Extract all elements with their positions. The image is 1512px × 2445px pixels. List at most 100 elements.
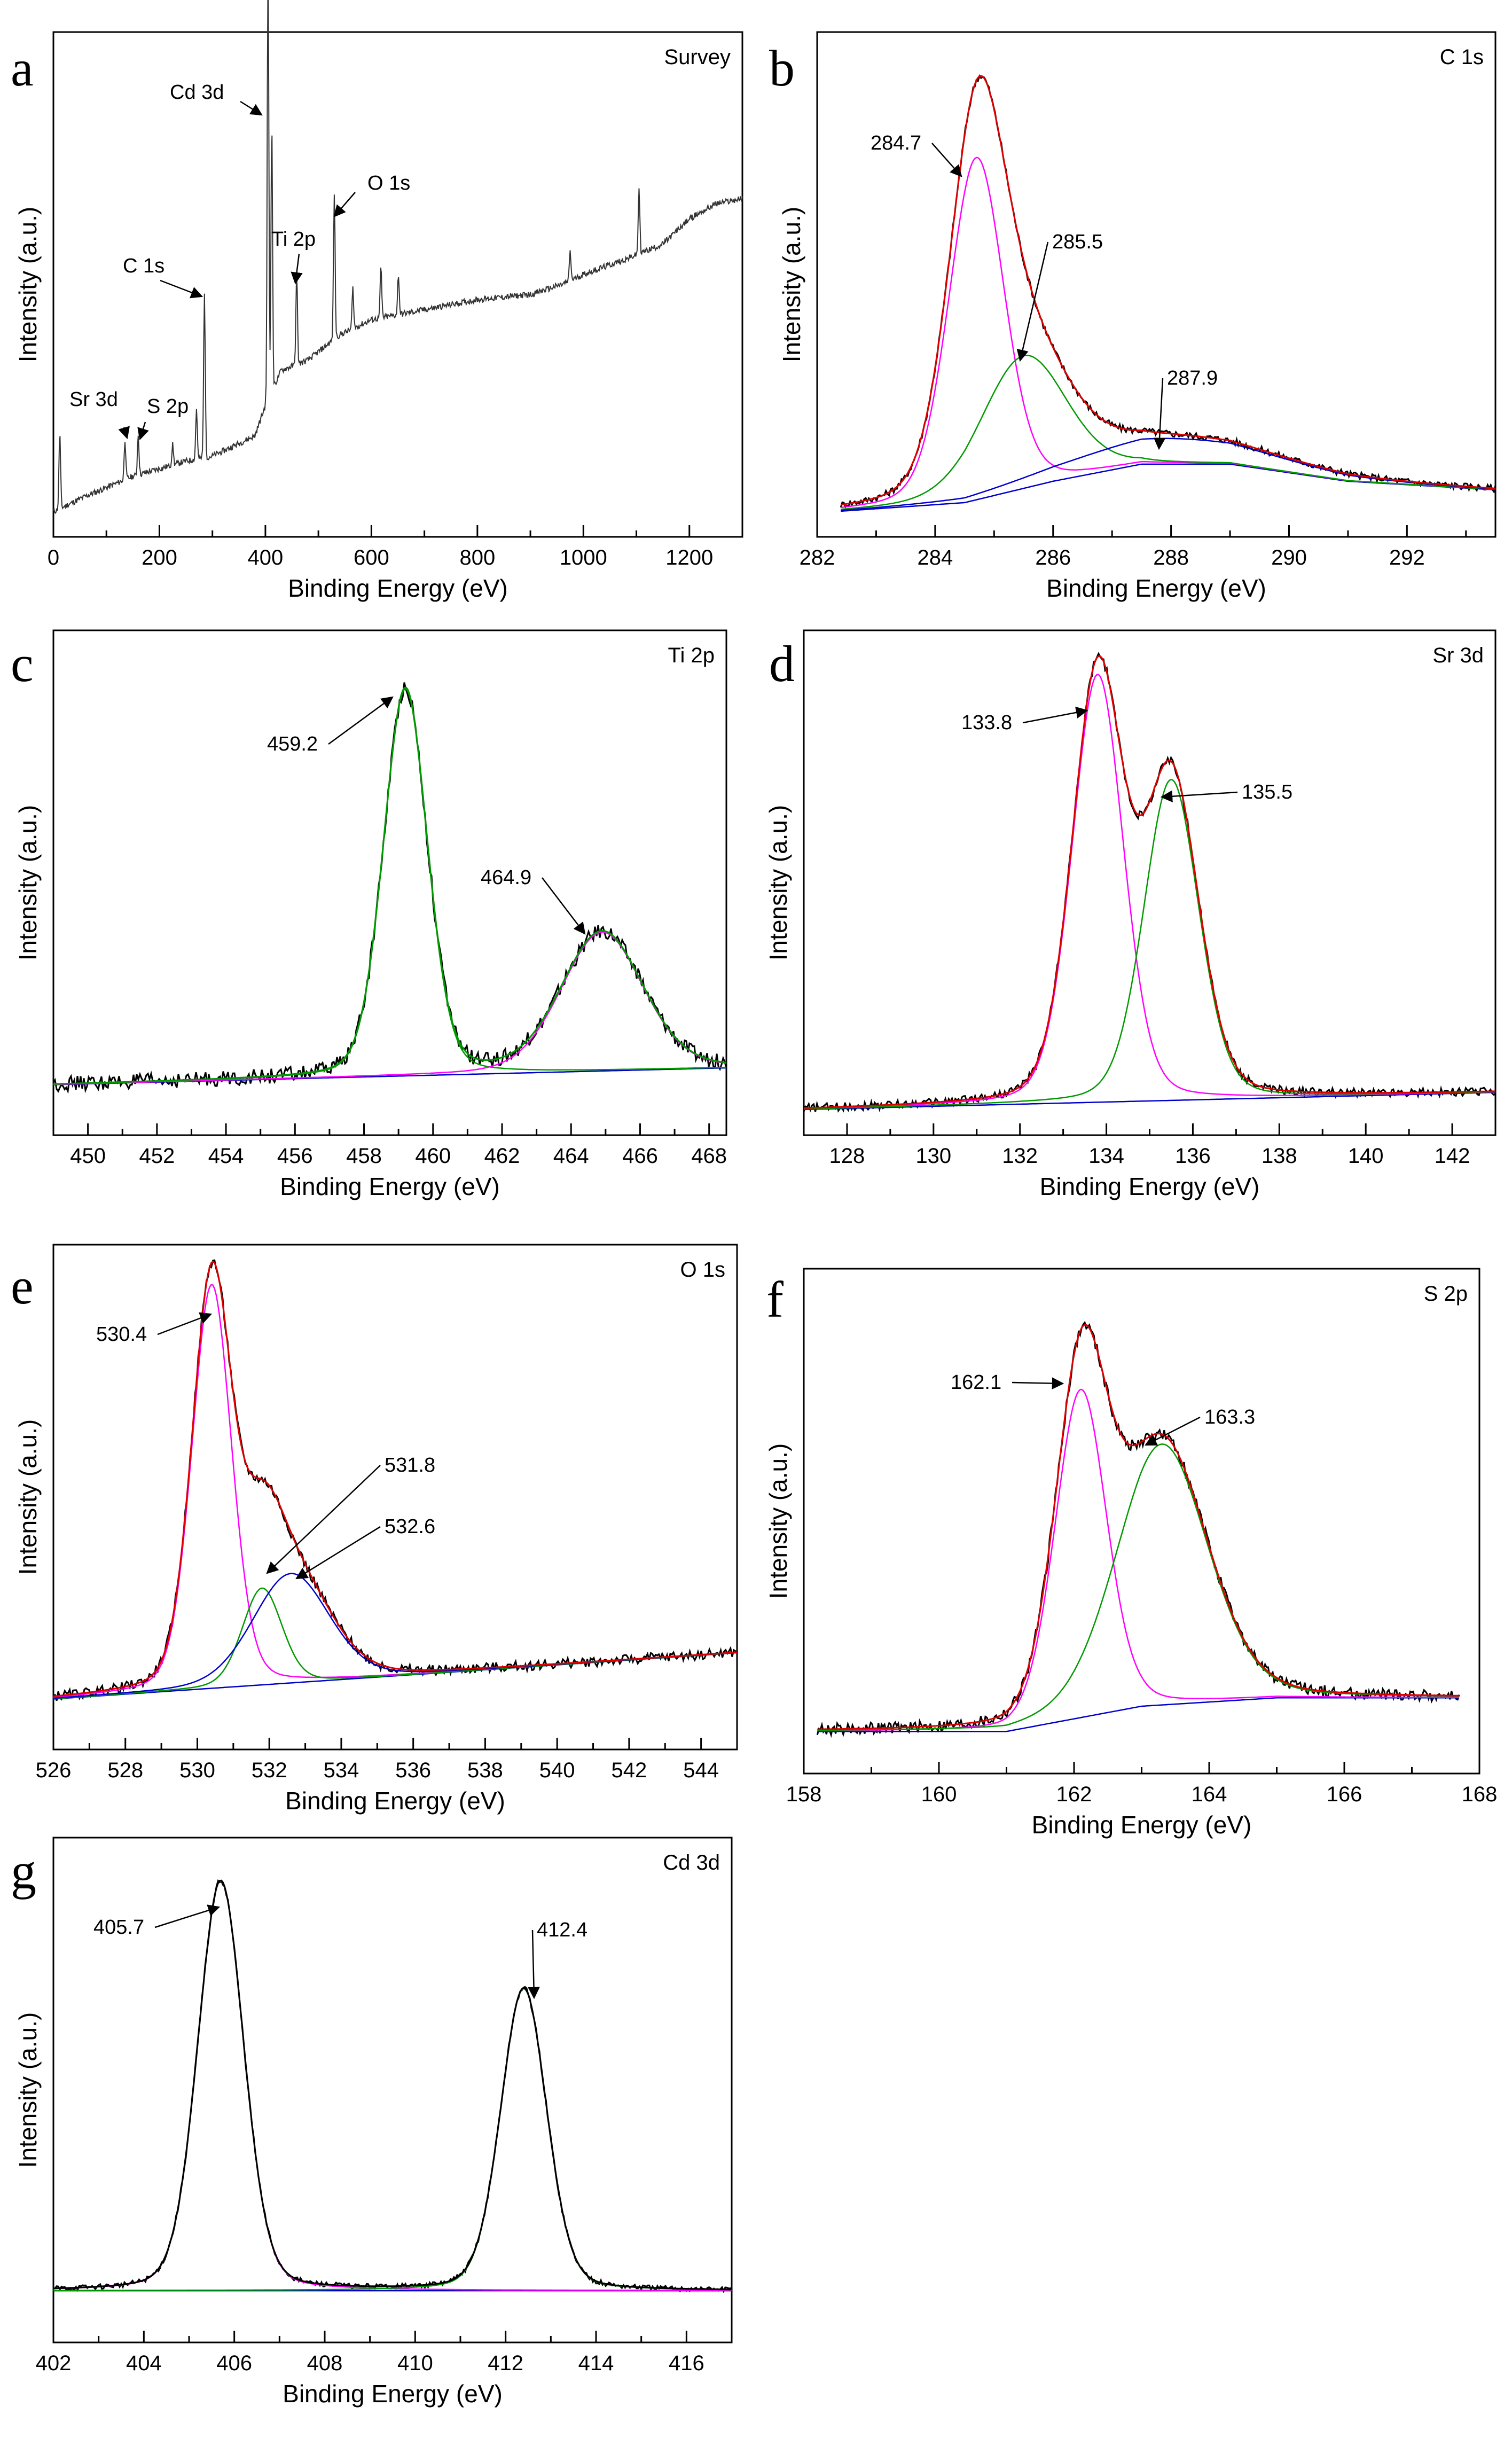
fit-component-0 (53, 1284, 738, 1698)
plot-frame (816, 31, 1497, 538)
x-tick-label: 284 (917, 546, 953, 569)
x-tick-label: 406 (216, 2352, 252, 2375)
x-tick-label: 538 (467, 1759, 503, 1782)
peak-annotation-label: C 1s (123, 255, 164, 277)
fit-envelope-line (53, 1879, 732, 2291)
y-axis-title: Intensity (a.u.) (14, 2012, 42, 2168)
fit-envelope-line (840, 75, 1496, 506)
peak-annotation-label: 133.8 (961, 712, 1012, 734)
panel-title: Sr 3d (1432, 644, 1484, 667)
x-tick-label: 416 (669, 2352, 704, 2375)
panel-c: c Ti 2p 450 452 454 456 458 460 462 464 466 468 Bind… (11, 629, 727, 1200)
x-tick-label: 0 (48, 546, 59, 569)
raw-spectrum-line (803, 652, 1497, 1113)
panel-label: a (11, 40, 34, 97)
x-tick-label: 200 (142, 546, 177, 569)
annotation-arrow (1160, 790, 1238, 802)
panel-title: Ti 2p (668, 644, 715, 667)
panel-a: a Survey 0 200 400 600 800 1000 1200 Binding Ener… (11, 0, 743, 602)
annotation-arrow (291, 253, 303, 285)
plot-frame (52, 1244, 738, 1751)
panel-title: O 1s (680, 1258, 725, 1282)
x-tick-label: 456 (277, 1144, 313, 1168)
plot-frame (52, 629, 727, 1136)
x-tick-label: 130 (915, 1144, 951, 1168)
fit-component-1 (53, 1587, 738, 1700)
x-tick-label: 1000 (560, 546, 607, 569)
panel-title: C 1s (1440, 45, 1484, 69)
annotation-arrow (137, 421, 149, 441)
peak-annotation-label: 405.7 (93, 1916, 144, 1939)
x-tick-label: 464 (553, 1144, 589, 1168)
plot-frame (52, 31, 743, 538)
x-tick-label: 292 (1389, 546, 1425, 569)
x-tick-label: 800 (459, 546, 495, 569)
peak-annotation-label: 532.6 (385, 1516, 435, 1538)
x-tick-label: 1200 (665, 546, 713, 569)
panel-d: d Sr 3d 128 130 132 134 136 138 140 142 Binding En… (764, 629, 1497, 1200)
panel-b: b C 1s 282 284 286 288 290 292 Binding Energy (e… (769, 31, 1497, 602)
fit-component-1 (841, 355, 1496, 510)
peak-annotation-label: 530.4 (96, 1323, 147, 1346)
x-tick-label: 136 (1175, 1144, 1211, 1168)
x-axis-title: Binding Energy (eV) (288, 574, 508, 602)
x-tick-label: 536 (395, 1759, 431, 1782)
fit-component-2 (53, 1573, 738, 1699)
x-tick-label: 466 (622, 1144, 658, 1168)
x-tick-label: 410 (397, 2352, 433, 2375)
annotation-arrow (542, 877, 586, 935)
x-tick-label: 282 (800, 546, 835, 569)
panel-title: Survey (664, 45, 731, 69)
x-tick-label: 164 (1192, 1783, 1227, 1806)
x-tick-label: 158 (786, 1783, 822, 1806)
panel-label: c (11, 635, 34, 692)
annotation-arrow (160, 279, 203, 299)
peak-annotation-label: 531.8 (385, 1454, 435, 1477)
annotation-arrow (1144, 1416, 1201, 1446)
fit-component-1 (53, 931, 727, 1085)
x-tick-label: 140 (1348, 1144, 1384, 1168)
panel-e: e O 1s 526 528 530 532 534 536 538 540 542 544 Bindi… (11, 1244, 738, 1815)
x-tick-label: 408 (307, 2352, 343, 2375)
x-axis-title: Binding Energy (eV) (1040, 1173, 1260, 1200)
x-tick-label: 290 (1271, 546, 1307, 569)
raw-spectrum-line (840, 74, 1497, 509)
peak-annotation-label: Sr 3d (69, 388, 118, 411)
x-axis-title: Binding Energy (eV) (280, 1173, 500, 1200)
fit-envelope-line (53, 686, 727, 1085)
annotation-arrow (1012, 1377, 1064, 1389)
fit-component-0 (803, 674, 1496, 1110)
x-tick-label: 458 (346, 1144, 382, 1168)
x-tick-label: 526 (36, 1759, 72, 1782)
peak-annotation-label: Cd 3d (170, 81, 224, 104)
x-tick-label: 468 (691, 1144, 727, 1168)
x-tick-label: 532 (252, 1759, 287, 1782)
x-axis-title: Binding Energy (eV) (283, 2380, 503, 2408)
fit-component-0 (53, 1880, 732, 2291)
x-tick-label: 460 (415, 1144, 451, 1168)
fit-envelope-line (817, 1324, 1459, 1730)
x-tick-label: 540 (539, 1759, 575, 1782)
annotation-arrow (266, 1465, 381, 1574)
annotation-arrow (240, 100, 263, 116)
x-tick-label: 128 (829, 1144, 865, 1168)
x-tick-label: 134 (1088, 1144, 1124, 1168)
background-line (817, 1697, 1459, 1732)
peak-annotation-label: 285.5 (1052, 231, 1103, 253)
x-tick-label: 286 (1035, 546, 1071, 569)
annotation-arrow (1022, 706, 1088, 724)
x-tick-label: 142 (1435, 1144, 1470, 1168)
x-tick-label: 534 (324, 1759, 359, 1782)
fit-component-2 (841, 438, 1496, 511)
fit-component-1 (53, 1988, 732, 2291)
x-tick-label: 402 (36, 2352, 72, 2375)
x-axis-title: Binding Energy (eV) (1046, 574, 1266, 602)
x-tick-label: 400 (248, 546, 284, 569)
panel-label: b (769, 40, 795, 97)
background-line (841, 463, 1496, 512)
x-tick-label: 528 (107, 1759, 143, 1782)
annotation-arrow (931, 143, 962, 177)
annotation-arrow (154, 1904, 221, 1928)
annotation-arrow (295, 1526, 381, 1580)
